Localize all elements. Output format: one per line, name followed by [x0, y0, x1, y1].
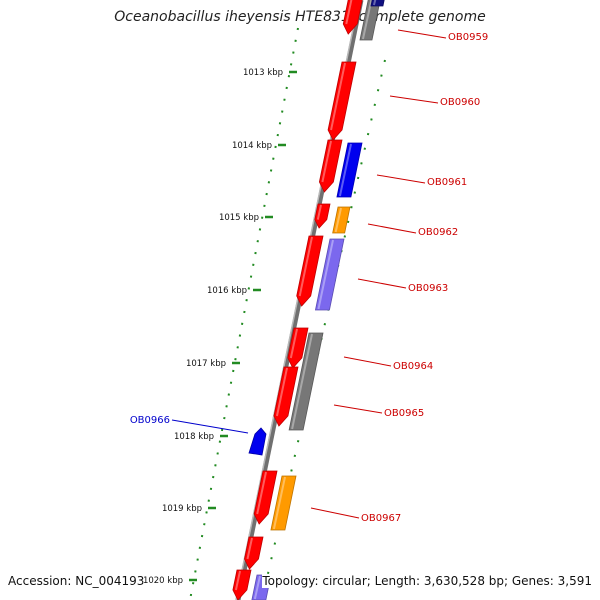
gene-label[interactable]: OB0963: [408, 283, 448, 294]
gene-feature-highlight: [298, 236, 313, 297]
gene-feature-block[interactable]: [232, 569, 252, 600]
gene-feature-highlight: [246, 537, 253, 560]
gene-feature-highlight: [345, 0, 353, 25]
gene-label-leader: [333, 404, 383, 414]
label-leaders: [171, 29, 447, 519]
gene-feature-block[interactable]: [273, 366, 299, 427]
gene-label-leader: [357, 278, 407, 289]
map-title: Oceanobacillus iheyensis HTE831, complet…: [114, 9, 486, 25]
gene-feature-block[interactable]: [296, 235, 324, 307]
gene-label-leader: [310, 507, 360, 519]
gene-label-leader: [389, 95, 439, 104]
ruler-tick-label: 1013 kbp: [243, 68, 283, 78]
gene-label[interactable]: OB0965: [384, 408, 424, 419]
gene-label[interactable]: OB0964: [393, 361, 433, 372]
ruler-tick-label: 1017 kbp: [186, 359, 226, 369]
gene-feature-highlight: [316, 204, 322, 220]
gene-feature-block[interactable]: [370, 0, 385, 7]
gene-label-leader: [367, 223, 417, 234]
gene-feature-block[interactable]: [248, 427, 267, 456]
gene-feature-highlight: [289, 328, 298, 359]
gene-feature-highlight: [253, 575, 261, 600]
ruler-tick-label: 1014 kbp: [232, 141, 272, 151]
gene-feature-highlight: [362, 0, 373, 40]
gene-label[interactable]: OB0962: [418, 227, 458, 238]
ruler-track: [189, 27, 299, 600]
gene-label[interactable]: OB0960: [440, 97, 480, 108]
gene-feature-highlight: [338, 143, 352, 197]
gene-feature-highlight: [291, 333, 313, 430]
gene-feature-block[interactable]: [253, 470, 278, 525]
gene-label[interactable]: OB0959: [448, 32, 488, 43]
gene-features: [232, 0, 385, 600]
gene-feature-block[interactable]: [342, 0, 363, 35]
gene-label-leader: [376, 174, 426, 184]
gene-label[interactable]: OB0966: [130, 415, 170, 426]
gene-feature-block[interactable]: [327, 61, 357, 141]
gene-label[interactable]: OB0967: [361, 513, 401, 524]
gene-feature-highlight: [334, 207, 342, 233]
ruler-tick-label: 1018 kbp: [174, 432, 214, 442]
ruler-tick-label: 1015 kbp: [219, 213, 259, 223]
gene-labels: OB0959 OB0960 OB0961 OB0962 OB0963 OB0964 OB09…: [130, 32, 488, 524]
gene-feature-highlight: [317, 239, 334, 310]
gene-feature-highlight: [321, 140, 332, 183]
gene-feature-block[interactable]: [244, 536, 264, 570]
gene-feature-highlight: [256, 471, 267, 515]
gene-feature-block[interactable]: [314, 203, 331, 229]
gene-feature-highlight: [272, 476, 286, 530]
ruler-tick-label: 1020 kbp: [143, 576, 183, 586]
gene-label-leader: [343, 356, 392, 367]
ruler-tick-label: 1019 kbp: [162, 504, 202, 514]
gene-feature-highlight: [234, 570, 241, 591]
gene-feature-highlight: [372, 0, 377, 6]
gene-feature-block[interactable]: [318, 139, 343, 193]
gene-label-leader: [171, 419, 249, 434]
summary-text: Topology: circular; Length: 3,630,528 bp…: [262, 574, 592, 588]
gene-label-leader: [397, 29, 447, 39]
gene-label[interactable]: OB0961: [427, 177, 467, 188]
gene-feature-highlight: [275, 367, 288, 417]
ruler-ticks: 1013 kbp 1014 kbp 1015 kbp 1016 kbp 1017 kbp…: [143, 68, 297, 586]
ruler-tick-label: 1016 kbp: [207, 286, 247, 296]
gene-feature-highlight: [330, 62, 346, 131]
accession-text: Accession: NC_004193: [8, 574, 145, 588]
gene-feature-block[interactable]: [287, 327, 309, 369]
